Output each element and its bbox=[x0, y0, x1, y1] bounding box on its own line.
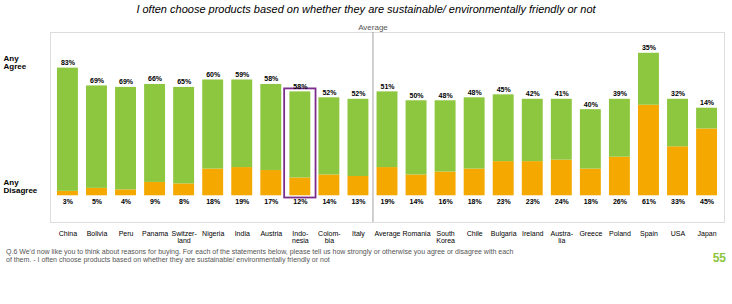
svg-text:Austria: Austria bbox=[260, 230, 282, 237]
svg-text:3%: 3% bbox=[63, 198, 74, 205]
svg-text:23%: 23% bbox=[526, 198, 541, 205]
svg-text:26%: 26% bbox=[613, 198, 628, 205]
svg-text:61%: 61% bbox=[642, 198, 657, 205]
svg-text:Average: Average bbox=[358, 23, 388, 32]
svg-text:40%: 40% bbox=[584, 101, 599, 108]
svg-text:59%: 59% bbox=[235, 71, 250, 78]
svg-text:Spain: Spain bbox=[640, 230, 658, 238]
svg-text:14%: 14% bbox=[322, 198, 337, 205]
svg-text:Greece: Greece bbox=[579, 230, 602, 237]
svg-text:58%: 58% bbox=[293, 83, 308, 90]
svg-text:58%: 58% bbox=[264, 75, 279, 82]
html-text:I often choose products based: I often choose products based on whether… bbox=[136, 3, 596, 15]
svg-text:4%: 4% bbox=[121, 198, 132, 205]
svg-text:Nigeria: Nigeria bbox=[202, 230, 224, 238]
svg-text:19%: 19% bbox=[380, 198, 395, 205]
svg-text:24%: 24% bbox=[555, 198, 570, 205]
svg-text:Ireland: Ireland bbox=[522, 230, 544, 237]
svg-text:Austra-lia: Austra-lia bbox=[551, 230, 574, 244]
svg-text:45%: 45% bbox=[700, 198, 715, 205]
svg-text:41%: 41% bbox=[555, 90, 570, 97]
svg-text:45%: 45% bbox=[497, 86, 512, 93]
svg-text:50%: 50% bbox=[410, 92, 425, 99]
svg-text:19%: 19% bbox=[235, 198, 250, 205]
svg-text:17%: 17% bbox=[264, 198, 279, 205]
svg-text:Switzer-land: Switzer-land bbox=[171, 230, 197, 244]
svg-text:Indo-nesia: Indo-nesia bbox=[292, 230, 309, 244]
svg-text:23%: 23% bbox=[497, 198, 512, 205]
svg-text:Chile: Chile bbox=[467, 230, 483, 237]
svg-text:66%: 66% bbox=[148, 75, 163, 82]
svg-text:USA: USA bbox=[671, 230, 686, 237]
svg-text:Bolivia: Bolivia bbox=[87, 230, 108, 237]
svg-text:Colom-bia: Colom-bia bbox=[318, 230, 341, 244]
svg-text:SouthKorea: SouthKorea bbox=[436, 230, 455, 244]
svg-text:18%: 18% bbox=[468, 198, 483, 205]
svg-text:32%: 32% bbox=[671, 90, 686, 97]
svg-text:China: China bbox=[59, 230, 77, 237]
svg-text:9%: 9% bbox=[150, 198, 161, 205]
svg-text:48%: 48% bbox=[468, 89, 483, 96]
svg-text:12%: 12% bbox=[293, 198, 308, 205]
svg-text:Bulgaria: Bulgaria bbox=[491, 230, 517, 238]
svg-text:Romania: Romania bbox=[403, 230, 431, 237]
svg-text:AnyAgree: AnyAgree bbox=[4, 54, 27, 71]
svg-text:18%: 18% bbox=[206, 198, 221, 205]
svg-text:42%: 42% bbox=[526, 90, 541, 97]
svg-text:52%: 52% bbox=[351, 90, 366, 97]
svg-text:33%: 33% bbox=[671, 198, 686, 205]
svg-text:Italy: Italy bbox=[352, 230, 365, 238]
svg-text:52%: 52% bbox=[322, 89, 337, 96]
svg-text:Poland: Poland bbox=[609, 230, 631, 237]
svg-text:69%: 69% bbox=[119, 78, 134, 85]
svg-text:India: India bbox=[235, 230, 250, 237]
svg-text:14%: 14% bbox=[700, 99, 715, 106]
html-text:55: 55 bbox=[712, 250, 726, 265]
svg-text:35%: 35% bbox=[642, 44, 657, 51]
svg-text:65%: 65% bbox=[177, 78, 192, 85]
svg-text:69%: 69% bbox=[90, 77, 105, 84]
svg-text:16%: 16% bbox=[439, 198, 454, 205]
svg-text:AnyDisagree: AnyDisagree bbox=[4, 178, 38, 195]
html-text:Q.6 We'd now like you to think: Q.6 We'd now like you to think about rea… bbox=[6, 248, 514, 264]
svg-text:Peru: Peru bbox=[119, 230, 134, 237]
svg-text:83%: 83% bbox=[61, 59, 76, 66]
svg-text:60%: 60% bbox=[206, 71, 221, 78]
svg-text:13%: 13% bbox=[351, 198, 366, 205]
svg-text:39%: 39% bbox=[613, 90, 628, 97]
svg-text:5%: 5% bbox=[92, 198, 103, 205]
svg-text:51%: 51% bbox=[380, 83, 395, 90]
svg-text:18%: 18% bbox=[584, 198, 599, 205]
svg-text:48%: 48% bbox=[439, 92, 454, 99]
svg-text:14%: 14% bbox=[410, 198, 425, 205]
svg-text:Panama: Panama bbox=[142, 230, 168, 237]
svg-text:Average: Average bbox=[375, 230, 401, 238]
svg-text:8%: 8% bbox=[179, 198, 190, 205]
svg-text:Japan: Japan bbox=[698, 230, 717, 238]
